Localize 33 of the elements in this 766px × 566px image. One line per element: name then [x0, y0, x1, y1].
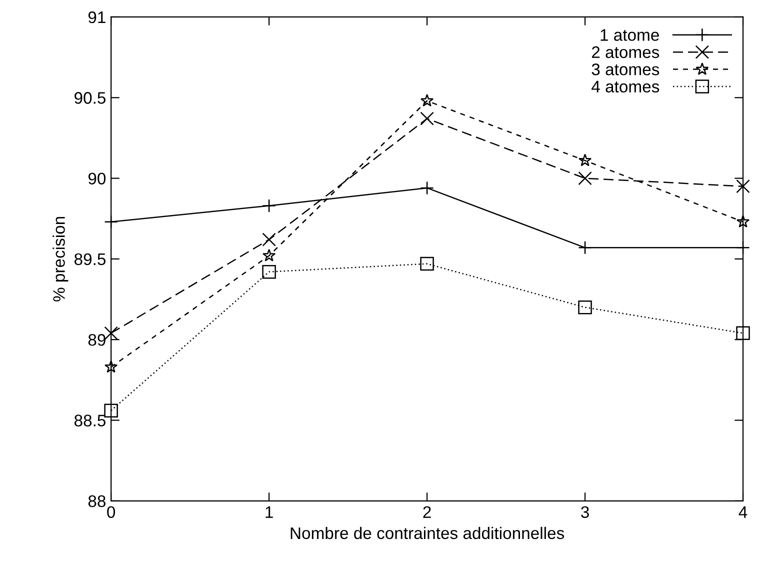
- x-tick-label: 3: [581, 506, 589, 518]
- x-tick-label: 0: [107, 506, 116, 518]
- y-axis-title: % precision: [52, 216, 68, 302]
- legend-label: 4 atomes: [592, 80, 660, 92]
- point: [578, 154, 592, 166]
- legend-label: 2 atomes: [592, 46, 660, 58]
- point: [736, 326, 750, 340]
- y-tick-label: 91: [88, 11, 106, 24]
- x-tick-label: 2: [423, 506, 431, 518]
- point: [578, 300, 592, 314]
- point: [420, 112, 434, 126]
- point: [104, 326, 118, 340]
- point: [262, 232, 276, 246]
- legend-label: 1 atome: [600, 29, 659, 41]
- point: [736, 214, 750, 228]
- point: [420, 256, 434, 271]
- x-axis-title: Nombre de contraintes additionnelles: [290, 526, 564, 540]
- y-tick-label: 88: [88, 495, 106, 508]
- y-tick-label: 89.5: [74, 253, 106, 266]
- point: [104, 360, 118, 373]
- legend-label: 3 atomes: [592, 63, 660, 76]
- point: [262, 248, 276, 262]
- point: [578, 171, 592, 186]
- x-tick-label: 1: [266, 506, 273, 518]
- point: [104, 404, 118, 418]
- y-tick-label: 88.5: [74, 414, 106, 426]
- x-tick-label: 4: [738, 506, 748, 518]
- y-tick-label: 90: [88, 172, 106, 184]
- point: [262, 264, 276, 279]
- y-tick-label: 90.5: [74, 92, 106, 104]
- point: [736, 179, 750, 194]
- y-tick-label: 89: [88, 334, 106, 346]
- point: [420, 94, 434, 107]
